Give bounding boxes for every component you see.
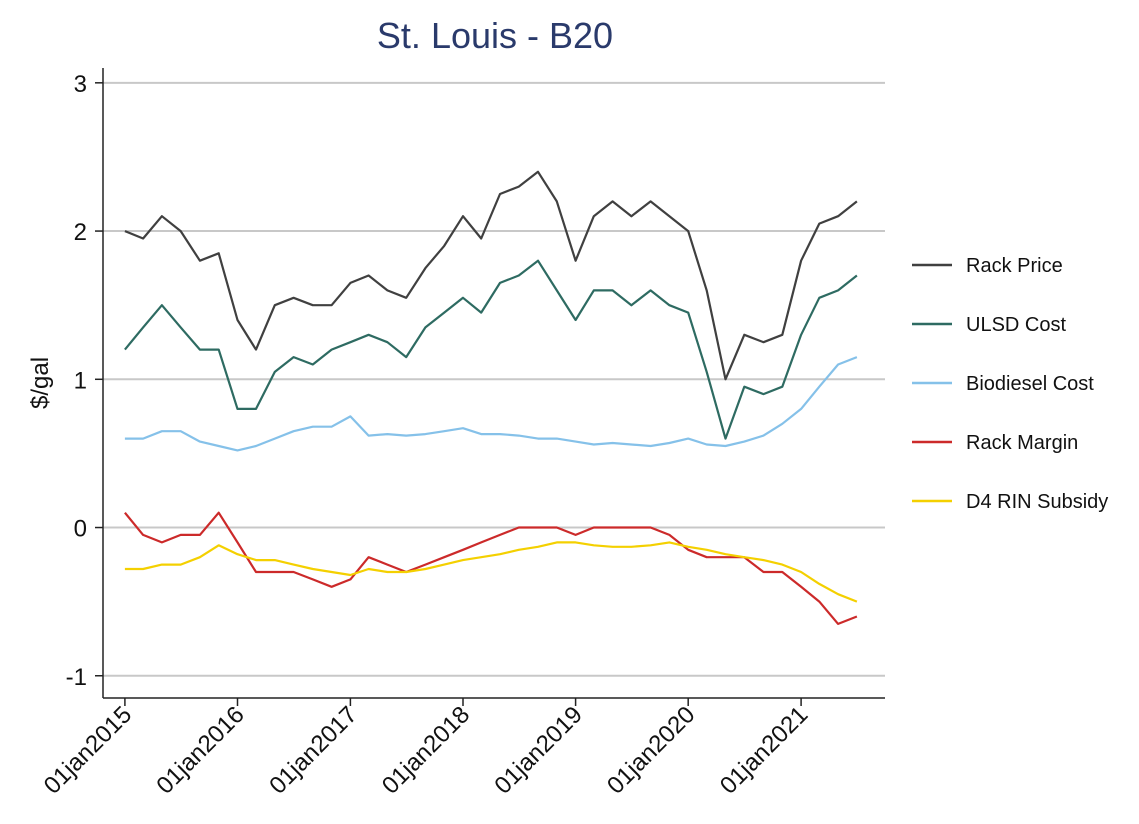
series-line xyxy=(124,170,858,381)
chart-title: St. Louis - B20 xyxy=(377,15,613,56)
x-tick-label: 01jan2016 xyxy=(151,701,249,799)
legend-label: Rack Price xyxy=(966,255,1063,277)
legend-label: Rack Margin xyxy=(966,432,1078,454)
y-axis-label: $/gal xyxy=(27,357,54,409)
series-line xyxy=(124,259,858,440)
y-tick-label: 2 xyxy=(74,219,87,246)
x-tick-label: 01jan2021 xyxy=(715,701,813,799)
series-line xyxy=(124,511,858,625)
y-tick-label: 0 xyxy=(74,516,87,543)
legend-label: D4 RIN Subsidy xyxy=(966,491,1108,513)
legend-label: Biodiesel Cost xyxy=(966,373,1094,395)
x-tick-label: 01jan2015 xyxy=(39,701,137,799)
x-tick-label: 01jan2019 xyxy=(489,701,587,799)
x-tick-label: 01jan2018 xyxy=(377,701,475,799)
legend-label: ULSD Cost xyxy=(966,314,1066,336)
y-tick-label: 3 xyxy=(74,71,87,98)
y-tick-label: -1 xyxy=(66,664,87,691)
series-line xyxy=(124,356,858,452)
x-tick-label: 01jan2020 xyxy=(602,701,700,799)
y-tick-label: 1 xyxy=(74,367,87,394)
x-tick-label: 01jan2017 xyxy=(264,701,362,799)
series-line xyxy=(124,541,858,603)
